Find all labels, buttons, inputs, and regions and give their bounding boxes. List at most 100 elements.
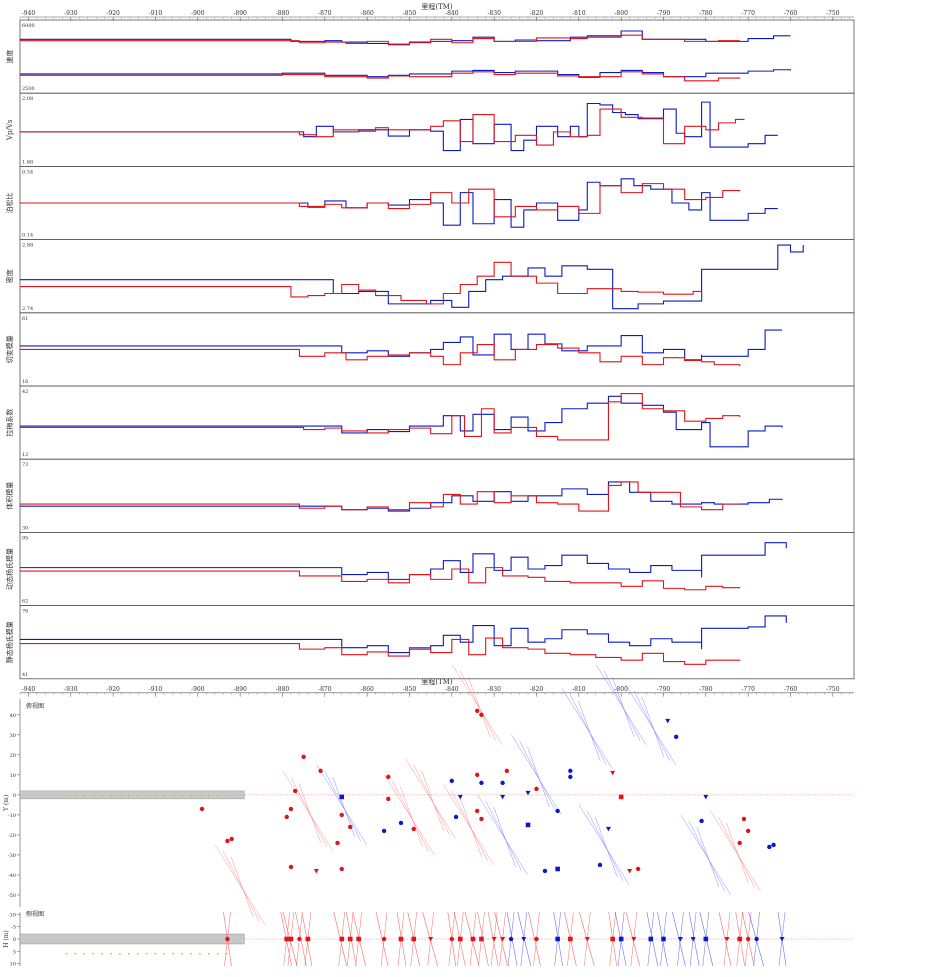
panel-ytop-label: 0.34 bbox=[22, 169, 33, 175]
side-marker-dot bbox=[216, 952, 219, 955]
fault-line bbox=[696, 826, 720, 888]
plan-point bbox=[284, 814, 289, 820]
side-point bbox=[428, 937, 434, 942]
plan-point bbox=[500, 794, 506, 800]
panel-ytop-label: 2.08 bbox=[22, 96, 33, 102]
panel-ylabel: 密度 bbox=[5, 269, 14, 283]
side-point bbox=[398, 936, 404, 942]
side-marker-dot bbox=[136, 952, 139, 955]
panel-ybot-label: 2.74 bbox=[22, 306, 33, 312]
plan-point bbox=[475, 772, 480, 778]
side-point bbox=[508, 936, 514, 942]
side-marker-dot bbox=[207, 952, 210, 955]
plan-y-tick-label: -10 bbox=[8, 813, 16, 819]
plan-point bbox=[398, 820, 404, 826]
side-point bbox=[305, 936, 311, 942]
fault-line bbox=[316, 764, 367, 846]
x-axis-top-tick-label: -860 bbox=[360, 10, 374, 17]
x-axis-bottom-tick-label: -780 bbox=[699, 686, 713, 693]
plan-point bbox=[504, 768, 510, 774]
side-point bbox=[457, 936, 463, 942]
plan-point bbox=[741, 816, 747, 822]
fault-line bbox=[710, 810, 761, 892]
x-axis-bottom-tick-label: -760 bbox=[784, 686, 798, 693]
series-line-blue bbox=[20, 30, 791, 45]
x-axis-title-top: 里程(TM) bbox=[421, 2, 453, 11]
fault-line bbox=[688, 820, 726, 892]
x-axis-bottom-tick-label: -880 bbox=[276, 686, 290, 693]
fault-line bbox=[641, 696, 665, 757]
plan-point bbox=[199, 806, 205, 812]
fault-line bbox=[400, 786, 423, 847]
panel-ybot-label: 16 bbox=[22, 379, 28, 385]
plan-point bbox=[542, 868, 548, 874]
plan-point bbox=[699, 818, 704, 824]
plan-marker-dot bbox=[145, 794, 148, 797]
side-marker-dot bbox=[172, 952, 175, 955]
side-point bbox=[225, 936, 230, 942]
fault-line bbox=[467, 676, 491, 737]
fault-line bbox=[451, 790, 488, 862]
series-line-blue bbox=[20, 615, 787, 654]
side-point bbox=[470, 936, 476, 942]
series-line-blue bbox=[20, 69, 792, 78]
plan-y-tick-label: -40 bbox=[8, 873, 16, 879]
series-line-blue bbox=[20, 329, 783, 361]
side-point bbox=[610, 936, 615, 942]
plan-point bbox=[339, 794, 345, 800]
fault-line bbox=[485, 800, 522, 872]
panel-ylabel: 动态杨氏模量 bbox=[5, 548, 14, 590]
x-axis-top-tick-label: -870 bbox=[318, 10, 332, 17]
fault-line bbox=[718, 816, 755, 888]
x-axis-top-tick-label: -800 bbox=[614, 10, 628, 17]
plan-point bbox=[500, 780, 505, 786]
plan-ylabel: Y (m) bbox=[3, 795, 10, 812]
side-marker-dot bbox=[127, 952, 130, 955]
series-line-red bbox=[20, 344, 741, 367]
fault-line bbox=[633, 690, 671, 761]
fault-line bbox=[594, 816, 618, 878]
panel-ybot-label: 62 bbox=[22, 599, 28, 605]
side-marker-dot bbox=[181, 952, 184, 955]
series-line-red bbox=[20, 71, 741, 82]
x-axis-bottom-tick-label: -890 bbox=[233, 686, 247, 693]
side-y-tick-label: -5 bbox=[11, 925, 16, 931]
side-point bbox=[479, 936, 484, 942]
fault-line bbox=[214, 844, 266, 926]
panel-ylabel: 泊松比 bbox=[5, 193, 14, 214]
series-line-red bbox=[20, 637, 741, 665]
plan-point bbox=[525, 822, 531, 828]
plan-marker-dot bbox=[225, 794, 228, 797]
x-axis-top-tick-label: -920 bbox=[106, 10, 120, 17]
tunnel-section-region bbox=[19, 933, 245, 945]
plan-point bbox=[605, 826, 611, 832]
panel-ylabel: 速度 bbox=[5, 50, 14, 64]
plan-marker-dot bbox=[216, 794, 219, 797]
side-fault-line bbox=[718, 911, 732, 967]
side-point bbox=[521, 937, 527, 942]
side-marker-dot bbox=[92, 952, 95, 955]
plan-marker-dot bbox=[101, 794, 104, 797]
plan-point bbox=[475, 808, 480, 814]
plan-y-tick-label: 20 bbox=[10, 753, 16, 759]
fault-line bbox=[579, 804, 630, 886]
side-point bbox=[449, 936, 455, 942]
series-line-red bbox=[20, 392, 741, 441]
plan-point bbox=[229, 836, 234, 842]
side-marker-dot bbox=[190, 952, 192, 955]
fault-line bbox=[680, 814, 732, 896]
fault-line bbox=[392, 780, 429, 852]
series-line-blue bbox=[20, 395, 783, 448]
panel-frame-5 bbox=[19, 385, 855, 460]
side-marker-dot bbox=[83, 952, 86, 955]
plan-point bbox=[225, 838, 230, 844]
plan-marker-dot bbox=[172, 794, 175, 797]
panel-ylabel: Vp/Vs bbox=[6, 119, 14, 141]
fault-line bbox=[562, 688, 613, 769]
panel-ytop-label: 61 bbox=[22, 316, 28, 322]
side-marker-dot bbox=[74, 952, 77, 955]
side-point bbox=[356, 936, 361, 942]
plan-point bbox=[475, 708, 480, 714]
x-axis-bottom-tick-label: -840 bbox=[445, 686, 459, 693]
